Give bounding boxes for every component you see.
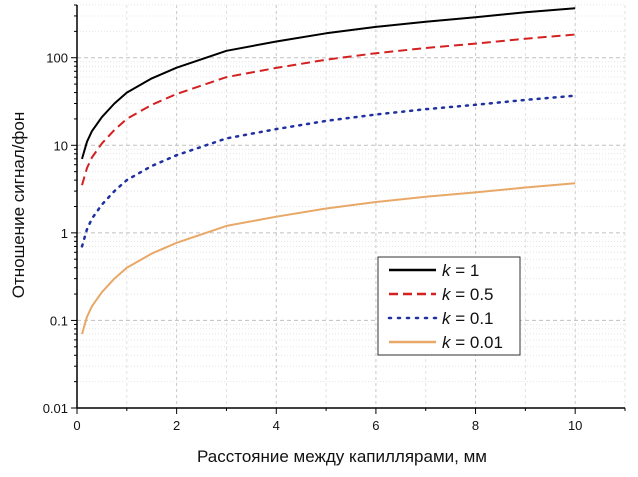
y-tick-label: 100 — [46, 51, 68, 66]
series-line-2 — [80, 94, 577, 248]
series-line-1 — [81, 33, 576, 186]
legend-label-3: k = 0.01 — [442, 333, 503, 352]
x-tick-label: 8 — [472, 418, 479, 433]
legend-label-0: k = 1 — [442, 261, 479, 280]
y-tick-label: 10 — [54, 138, 68, 153]
y-tick-label: 0.01 — [43, 401, 68, 416]
axes: 0 2 4 6 8 10 0.01 0.1 1 10 100 — [43, 4, 626, 433]
y-tick-label: 0.1 — [50, 313, 68, 328]
legend-box — [377, 256, 521, 356]
series-line-0 — [81, 7, 576, 160]
series-lines — [80, 7, 577, 335]
x-tick-label: 6 — [372, 418, 379, 433]
x-tick-label: 4 — [273, 418, 280, 433]
series-line-3 — [81, 182, 576, 335]
grid — [77, 4, 626, 408]
x-tick-label: 2 — [173, 418, 180, 433]
legend: k = 1 k = 0.5 k = 0.1 k = 0.01 — [377, 256, 521, 356]
legend-label-1: k = 0.5 — [442, 285, 494, 304]
y-axis-label: Отношение сигнал/фон — [9, 112, 28, 299]
legend-label-2: k = 0.1 — [442, 309, 494, 328]
x-tick-label: 0 — [73, 418, 80, 433]
x-tick-label: 10 — [568, 418, 582, 433]
y-tick-label: 1 — [61, 226, 68, 241]
x-axis-label: Расстояние между капиллярами, мм — [197, 447, 487, 466]
